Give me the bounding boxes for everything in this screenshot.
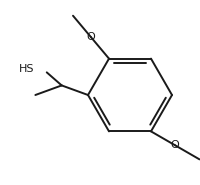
Text: O: O [87, 32, 95, 42]
Text: O: O [171, 140, 180, 150]
Text: HS: HS [19, 64, 35, 74]
